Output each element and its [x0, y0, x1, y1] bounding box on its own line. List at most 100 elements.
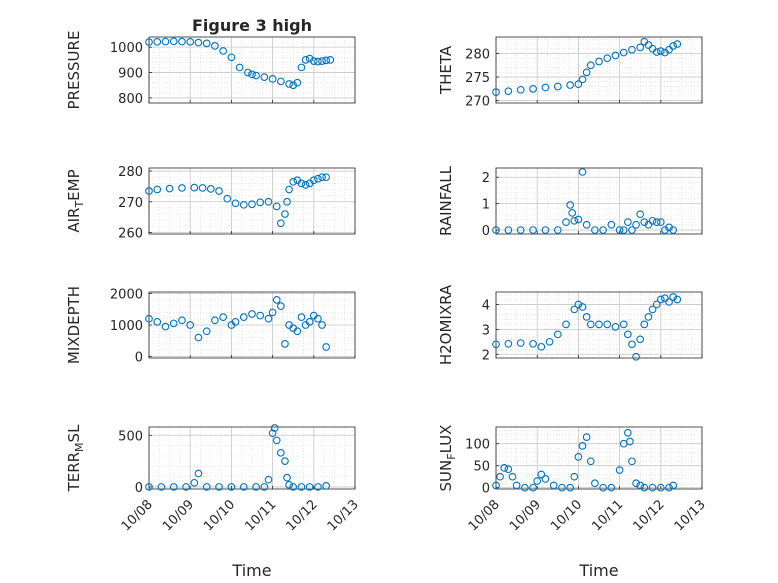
data-point [297, 179, 306, 188]
data-point [504, 465, 513, 474]
data-point [289, 81, 298, 90]
data-point [623, 218, 632, 226]
data-point [504, 339, 513, 348]
data-point [648, 216, 657, 225]
y-tick-label: 2 [482, 348, 490, 363]
data-point [301, 55, 310, 64]
y-tick-label: 275 [465, 71, 490, 86]
data-point [636, 210, 645, 219]
data-point [182, 483, 190, 491]
data-point [190, 478, 199, 487]
data-point [281, 457, 289, 465]
data-point [632, 352, 640, 361]
data-point [582, 313, 591, 321]
x-tick-label: 10/13 [325, 497, 362, 534]
y-axis-label: TERRMSL [65, 424, 86, 493]
data-point [227, 53, 236, 62]
data-point [301, 181, 310, 189]
y-axis-label: RAINFALL [437, 165, 455, 236]
data-point [223, 194, 232, 203]
data-point [599, 483, 607, 492]
data-point [533, 477, 542, 485]
data-point [623, 330, 632, 339]
data-point [599, 226, 607, 234]
y-axis-label: SUNFLUX [437, 425, 458, 492]
data-point [607, 483, 616, 492]
data-point [607, 220, 616, 229]
data-point [648, 483, 657, 492]
data-point [562, 218, 570, 226]
data-point [619, 320, 628, 329]
data-point [215, 187, 223, 195]
axes-frame [148, 426, 356, 490]
data-point [272, 202, 281, 211]
data-point [591, 479, 599, 488]
data-point [190, 183, 199, 192]
data-point [314, 57, 322, 66]
data-point [276, 219, 285, 228]
data-point [656, 295, 665, 304]
data-point [285, 80, 293, 88]
data-point [272, 296, 281, 304]
data-point [582, 220, 591, 229]
data-point [260, 483, 269, 491]
data-point [574, 80, 583, 88]
data-point [656, 483, 665, 492]
data-point [562, 320, 570, 329]
data-point [239, 483, 248, 491]
data-point [595, 320, 603, 329]
data-point [665, 45, 673, 54]
data-point [595, 57, 603, 66]
x-tick-label: 10/08 [119, 497, 156, 534]
data-point [194, 469, 203, 478]
data-point [161, 322, 170, 331]
data-point [309, 176, 318, 185]
data-point [636, 481, 645, 490]
data-point [582, 68, 591, 77]
data-point [153, 37, 162, 46]
data-point [656, 218, 665, 226]
data-point [661, 226, 669, 234]
data-point [161, 37, 170, 46]
data-point [264, 475, 273, 484]
data-point [264, 197, 273, 206]
axes-frame [495, 167, 703, 235]
data-point [283, 197, 291, 206]
data-point [516, 85, 525, 94]
data-point [260, 73, 269, 81]
subplot-7: 0 500 TERRMSL 10/08 10/09 10/10 10/11 10/12 10/1… [65, 424, 362, 580]
data-point [268, 308, 277, 317]
data-point [619, 226, 628, 234]
axes-frame [148, 167, 356, 235]
data-point [652, 218, 661, 226]
data-point [636, 335, 645, 344]
data-point [632, 220, 640, 229]
data-point [516, 339, 525, 347]
y-tick-label: 500 [118, 429, 143, 444]
data-point [268, 75, 277, 83]
data-point [239, 200, 248, 209]
x-tick-label: 10/11 [242, 497, 279, 534]
y-tick-label: 270 [465, 95, 490, 110]
y-axis-label: H2OMIXRA [437, 284, 455, 365]
data-point [549, 481, 558, 490]
data-point [326, 55, 335, 64]
data-point [322, 173, 331, 182]
data-point [652, 48, 661, 56]
y-tick-label: 900 [118, 67, 143, 82]
x-axis-label: Time [231, 561, 271, 580]
data-point [314, 483, 322, 491]
data-point [669, 42, 678, 50]
data-point [318, 173, 326, 182]
data-point [591, 226, 599, 234]
y-tick-label: 270 [118, 196, 143, 211]
data-point [529, 226, 537, 234]
data-point [656, 47, 665, 55]
data-point [318, 57, 326, 65]
data-point [289, 483, 298, 491]
data-point [202, 327, 211, 336]
data-point [289, 177, 298, 186]
data-point [640, 320, 649, 329]
data-point [626, 437, 634, 446]
